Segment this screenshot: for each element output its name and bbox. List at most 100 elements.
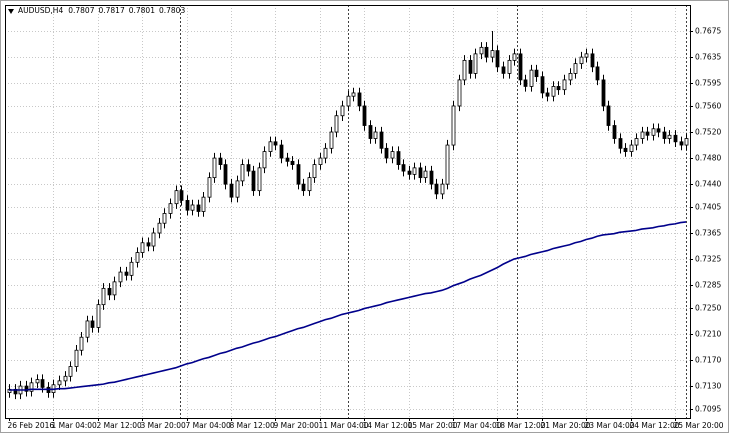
candle-body — [556, 86, 561, 91]
y-tick-label: 0.7405 — [695, 203, 721, 212]
y-tick-label: 0.7635 — [695, 53, 721, 62]
y-tick-label: 0.7675 — [695, 27, 721, 36]
candle-body — [512, 53, 517, 61]
y-tick-label: 0.7595 — [695, 79, 721, 88]
candle-body — [179, 190, 184, 201]
candle-body — [679, 141, 684, 146]
candle-body — [124, 271, 129, 276]
candle-body — [85, 320, 90, 338]
candle-body — [379, 131, 384, 149]
candle-body — [229, 183, 234, 198]
candle-body — [135, 252, 140, 263]
candle-body — [573, 63, 578, 74]
candle-body — [584, 53, 589, 58]
candle-body — [390, 151, 395, 159]
candle-body — [96, 304, 101, 328]
candle-body — [612, 125, 617, 139]
moving-average — [9, 221, 687, 391]
candle-body — [551, 86, 556, 97]
x-tick-label: 11 Mar 04:00 — [319, 421, 369, 430]
candle-body — [645, 131, 650, 136]
x-tick-label: 14 Mar 12:00 — [363, 421, 413, 430]
candle-body — [540, 76, 545, 94]
candle-body — [590, 53, 595, 68]
candle-body — [190, 204, 195, 211]
grid: 0.7095 0.7130 0.7170 0.7210 0.7250 0.7285 0.73… — [5, 5, 724, 430]
candle-body — [606, 105, 611, 126]
candle-body — [434, 183, 439, 195]
candle-body — [429, 170, 434, 185]
candle-body — [384, 147, 389, 159]
candle-body — [518, 53, 523, 81]
candle-body — [273, 141, 278, 146]
candle-body — [257, 167, 262, 192]
candle-body — [35, 379, 40, 384]
candle-body — [307, 177, 312, 192]
candle-body — [334, 115, 339, 133]
candle-body — [629, 144, 634, 152]
candle-body — [112, 281, 117, 296]
candle-body — [412, 167, 417, 175]
candle-body — [656, 128, 661, 133]
x-tick-label: 8 Mar 12:00 — [230, 421, 276, 430]
candle-body — [240, 164, 245, 182]
candle-body — [301, 183, 306, 192]
header-price: 0.7801 — [129, 6, 155, 15]
candle-body — [290, 160, 295, 165]
candle-body — [640, 131, 645, 139]
candle-body — [262, 151, 267, 169]
candle-body — [79, 336, 84, 351]
candle-body — [296, 164, 301, 185]
candle-body — [107, 287, 112, 296]
y-tick-label: 0.7250 — [695, 304, 721, 313]
candle-body — [346, 95, 351, 107]
candle-body — [146, 242, 151, 247]
candle-body — [523, 79, 528, 87]
candle-body — [279, 144, 284, 159]
candle-body — [318, 157, 323, 165]
candle-body — [457, 79, 462, 107]
candle-body — [440, 183, 445, 195]
candle-body — [579, 56, 584, 65]
candle-body — [418, 167, 423, 179]
candle-body — [218, 157, 223, 165]
candle-body — [174, 190, 179, 205]
candle-body — [362, 105, 367, 126]
header-price: 0.7803 — [159, 6, 185, 15]
candle-body — [373, 131, 378, 139]
candle-body — [285, 157, 290, 162]
candle-body — [212, 157, 217, 179]
candle-body — [157, 222, 162, 234]
candle-body — [251, 170, 256, 192]
y-tick-label: 0.7365 — [695, 229, 721, 238]
candle-body — [312, 164, 317, 179]
y-tick-label: 0.7170 — [695, 356, 721, 365]
candle-body — [595, 66, 600, 81]
candle-body — [501, 66, 506, 74]
x-tick-label: 21 Mar 20:00 — [541, 421, 591, 430]
candle-body — [495, 50, 500, 68]
candle-body — [168, 203, 173, 214]
x-tick-label: 24 Mar 12:00 — [630, 421, 680, 430]
candle-body — [490, 50, 495, 58]
x-tick-label: 15 Mar 20:00 — [408, 421, 458, 430]
x-tick-label: 3 Mar 20:00 — [141, 421, 187, 430]
candle-body — [129, 261, 134, 276]
candle-body — [368, 125, 373, 139]
candle-body — [68, 366, 73, 377]
candle-body — [118, 271, 123, 283]
candle-body — [667, 134, 672, 139]
candle-body — [246, 164, 251, 172]
x-tick-label: 7 Mar 04:00 — [186, 421, 232, 430]
candle-body — [207, 177, 212, 198]
candle-body — [235, 180, 240, 198]
candle-body — [618, 138, 623, 149]
candle-body — [40, 379, 45, 388]
candle-body — [568, 72, 573, 81]
candle-body — [57, 380, 62, 386]
y-tick-label: 0.7480 — [695, 154, 721, 163]
candle-body — [24, 385, 29, 392]
x-tick-label: 26 Feb 2016 — [8, 421, 55, 430]
candle-body — [651, 128, 656, 136]
